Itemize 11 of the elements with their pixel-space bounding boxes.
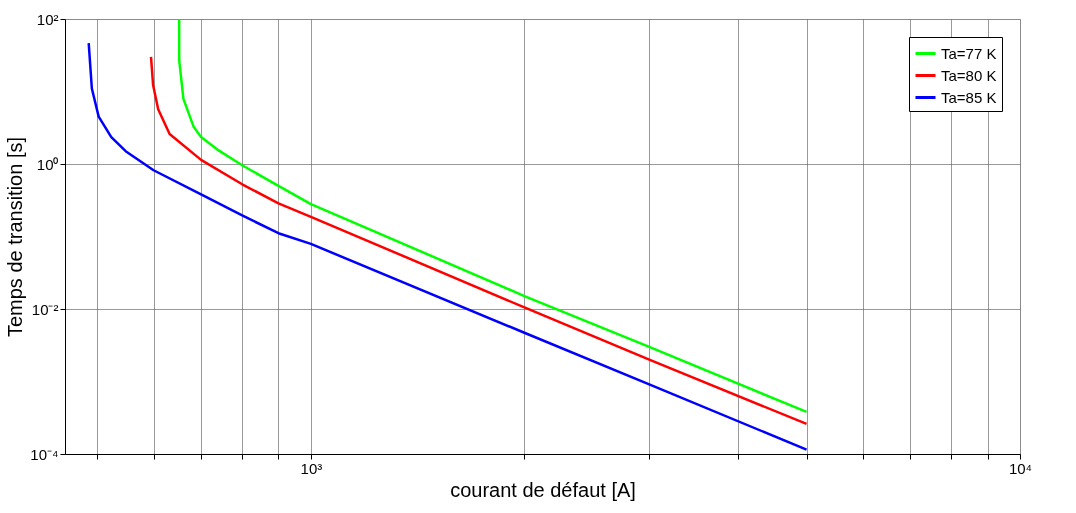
y-tick-label: 10⁻⁴ (30, 445, 59, 463)
y-tick-label: 10⁻² (31, 300, 59, 318)
y-axis-title: Temps de transition [s] (4, 136, 27, 338)
y-tick-label: 10² (36, 10, 59, 28)
x-tick-label: 10⁴ (1008, 459, 1033, 477)
legend-label: Ta=80 K (941, 66, 997, 84)
legend-label: Ta=85 K (941, 88, 997, 106)
x-tick-label: 10³ (300, 459, 323, 477)
x-axis-title: courant de défaut [A] (450, 478, 636, 501)
legend-label: Ta=77 K (941, 44, 997, 62)
y-tick-label: 10⁰ (36, 155, 59, 173)
